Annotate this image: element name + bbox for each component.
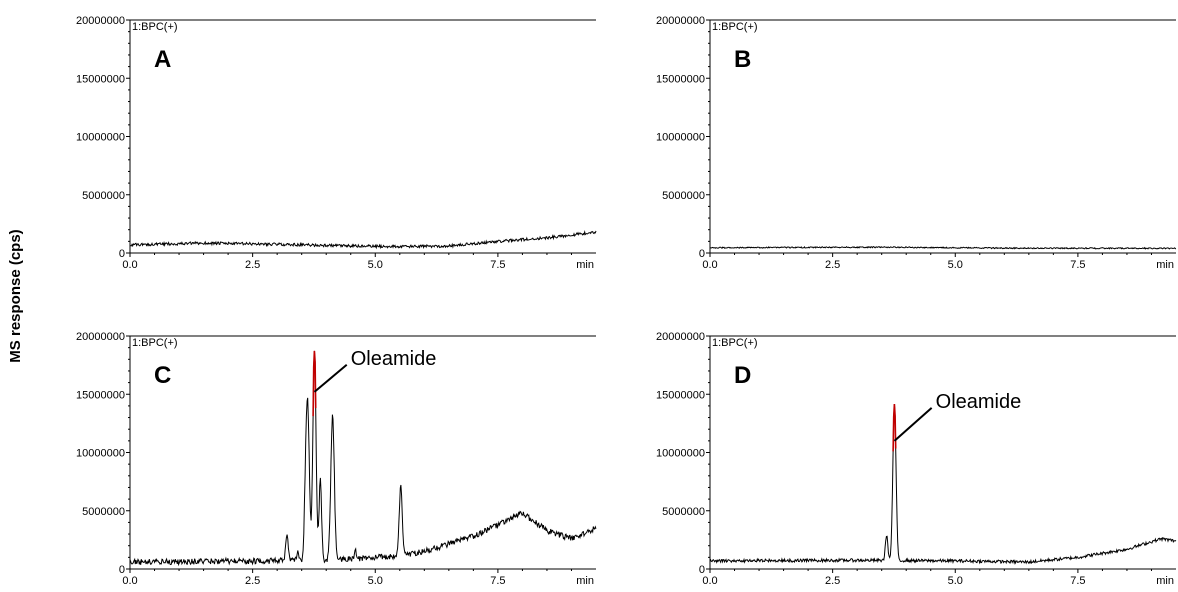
panel-c-y-tick-label: 20000000 bbox=[76, 331, 125, 343]
panel-a-letter: A bbox=[154, 46, 171, 73]
panel-d-x-tick-label: 2.5 bbox=[825, 575, 840, 587]
panel-d-y-tick-label: 20000000 bbox=[656, 331, 705, 343]
panel-a-trace-header: 1:BPC(+) bbox=[132, 21, 178, 33]
panel-d-y-tick-label: 10000000 bbox=[656, 448, 705, 460]
panel-d-y-tick-label: 15000000 bbox=[656, 389, 705, 401]
panel-d-letter: D bbox=[734, 362, 751, 389]
panel-c-y-tick-label: 15000000 bbox=[76, 389, 125, 401]
panel-d-y-tick-label: 0 bbox=[699, 564, 705, 576]
panel-d-trace-header: 1:BPC(+) bbox=[712, 337, 758, 349]
panel-c-y-tick-label: 10000000 bbox=[76, 448, 125, 460]
panel-c-x-tick-label: 0.0 bbox=[122, 575, 137, 587]
chromatogram-panel-d: 0 5000000 10000000 15000000 20000000 0.0 2.5 5.… bbox=[656, 331, 1177, 587]
panel-c-x-tick-label: 2.5 bbox=[245, 575, 260, 587]
panel-a-x-unit-label: min bbox=[576, 259, 594, 271]
panel-c-annotation-leader bbox=[313, 364, 348, 393]
panel-b-y-tick-label: 10000000 bbox=[656, 132, 705, 144]
panel-c-annotation-label: Oleamide bbox=[351, 348, 437, 370]
panel-b-x-unit-label: min bbox=[1156, 259, 1174, 271]
panel-a-y-tick-label: 0 bbox=[119, 248, 125, 260]
panel-a-y-tick-label: 10000000 bbox=[76, 132, 125, 144]
panel-d-y-tick-label: 5000000 bbox=[662, 506, 705, 518]
panel-a-y-tick-label: 20000000 bbox=[76, 15, 125, 27]
panel-c-x-tick-label: 5.0 bbox=[368, 575, 383, 587]
panel-b-trace-line bbox=[709, 245, 1177, 250]
panel-b-x-tick-label: 5.0 bbox=[948, 259, 963, 271]
panel-b-letter: B bbox=[734, 46, 751, 73]
panel-a-y-tick-label: 5000000 bbox=[82, 190, 125, 202]
panel-d-x-tick-label: 5.0 bbox=[948, 575, 963, 587]
panel-c-y-tick-label: 5000000 bbox=[82, 506, 125, 518]
panel-c-highlight-peak bbox=[312, 350, 317, 417]
panel-a-trace-line bbox=[129, 230, 597, 250]
panel-b-y-tick-label: 5000000 bbox=[662, 190, 705, 202]
panel-a-y-tick-label: 15000000 bbox=[76, 73, 125, 85]
panel-d-annotation-label: Oleamide bbox=[936, 391, 1022, 413]
panel-d-x-unit-label: min bbox=[1156, 575, 1174, 587]
panel-a-x-tick-label: 7.5 bbox=[490, 259, 505, 271]
panel-c-y-tick-label: 0 bbox=[119, 564, 125, 576]
chromatogram-panel-a: 0 5000000 10000000 15000000 20000000 0.0 2.5 5.… bbox=[76, 15, 597, 271]
panel-b-x-tick-label: 7.5 bbox=[1070, 259, 1085, 271]
panel-c-x-unit-label: min bbox=[576, 575, 594, 587]
panel-d-highlight-peak bbox=[892, 403, 897, 452]
panel-c-letter: C bbox=[154, 362, 171, 389]
panel-a-x-tick-label: 5.0 bbox=[368, 259, 383, 271]
chromatogram-panel-b: 0 5000000 10000000 15000000 20000000 0.0 2.5 5.… bbox=[656, 15, 1177, 271]
panel-a-x-tick-label: 2.5 bbox=[245, 259, 260, 271]
panel-c-trace-header: 1:BPC(+) bbox=[132, 337, 178, 349]
panel-a-x-tick-label: 0.0 bbox=[122, 259, 137, 271]
y-axis-label: MS response (cps) bbox=[7, 229, 24, 362]
panel-d-x-tick-label: 7.5 bbox=[1070, 575, 1085, 587]
panel-b-y-tick-label: 15000000 bbox=[656, 73, 705, 85]
panel-b-x-tick-label: 0.0 bbox=[702, 259, 717, 271]
panel-b-x-tick-label: 2.5 bbox=[825, 259, 840, 271]
panel-c-trace-line bbox=[129, 350, 597, 567]
panel-b-y-tick-label: 20000000 bbox=[656, 15, 705, 27]
panel-c-x-tick-label: 7.5 bbox=[490, 575, 505, 587]
panel-d-annotation-leader bbox=[893, 407, 933, 442]
panel-d-trace-line bbox=[709, 403, 1177, 565]
panel-b-trace-header: 1:BPC(+) bbox=[712, 21, 758, 33]
panel-b-y-tick-label: 0 bbox=[699, 248, 705, 260]
panel-d-x-tick-label: 0.0 bbox=[702, 575, 717, 587]
chromatogram-panel-c: 0 5000000 10000000 15000000 20000000 0.0 2.5 5.… bbox=[76, 331, 597, 587]
